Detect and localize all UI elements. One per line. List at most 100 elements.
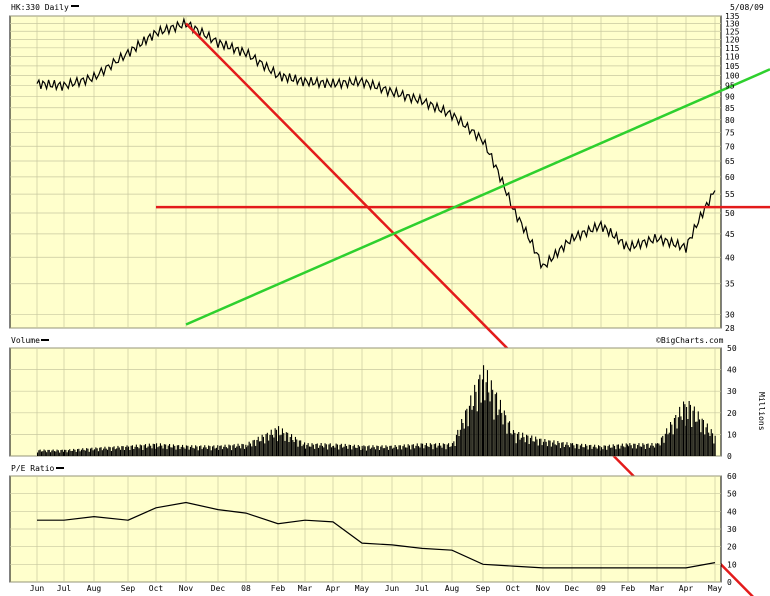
volume-bar <box>608 444 610 456</box>
volume-bar <box>575 443 577 456</box>
volume-bar <box>625 443 627 456</box>
volume-bar <box>162 448 164 456</box>
volume-bar <box>336 444 338 456</box>
volume-bar <box>411 444 413 456</box>
volume-bar <box>449 447 451 456</box>
volume-bar <box>193 448 195 456</box>
volume-bar <box>522 432 524 456</box>
volume-bar <box>141 445 143 456</box>
price-tick-label: 120 <box>725 35 740 44</box>
volume-bar <box>274 428 276 456</box>
price-tick-label: 45 <box>725 230 735 239</box>
volume-bar <box>633 443 635 456</box>
volume-bar <box>713 443 715 456</box>
volume-bar <box>121 446 123 456</box>
volume-bar <box>577 444 579 456</box>
volume-bar <box>536 439 538 456</box>
volume-bar <box>437 445 439 456</box>
volume-bar <box>261 434 263 456</box>
price-tick-label: 35 <box>725 280 735 289</box>
volume-bar <box>134 446 136 456</box>
volume-bar <box>40 451 42 456</box>
price-tick-label: 90 <box>725 92 735 101</box>
volume-bar <box>574 448 576 456</box>
volume-bar <box>234 447 236 456</box>
volume-bar <box>553 440 555 456</box>
volume-bar <box>461 419 463 456</box>
volume-bar <box>51 450 53 456</box>
volume-bar <box>246 447 248 456</box>
volume-bar <box>231 450 233 456</box>
volume-bar <box>42 451 44 456</box>
volume-bar <box>666 428 668 456</box>
volume-bar <box>493 419 495 456</box>
volume-bar <box>596 448 598 456</box>
x-tick-label: Feb <box>271 584 286 593</box>
volume-bar <box>559 448 561 456</box>
x-tick-label: Dec <box>211 584 226 593</box>
volume-bar <box>161 445 163 456</box>
volume-bar <box>488 392 490 456</box>
volume-bar <box>97 451 99 456</box>
volume-bar <box>338 449 340 456</box>
volume-bar <box>405 447 407 456</box>
volume-tick-label: 50 <box>727 344 737 353</box>
volume-bar <box>556 445 558 456</box>
volume-bar <box>663 442 665 456</box>
volume-bar <box>74 449 76 456</box>
volume-bar <box>252 440 254 456</box>
volume-bar <box>86 448 88 456</box>
volume-bar <box>260 441 262 456</box>
volume-bar <box>273 437 275 456</box>
volume-bar <box>105 448 107 456</box>
pe-y-axis: 60 50 40 30 20 10 0 <box>727 472 737 587</box>
pe-title: P/E Ratio <box>11 464 55 473</box>
volume-bar <box>494 394 496 456</box>
volume-bar <box>275 429 277 456</box>
volume-bar <box>492 389 494 456</box>
volume-bar <box>236 446 238 456</box>
volume-bar <box>388 449 390 456</box>
volume-bar <box>392 448 394 456</box>
volume-bar <box>620 445 622 456</box>
volume-bar <box>401 449 403 456</box>
volume-bar <box>423 448 425 456</box>
volume-bar <box>425 443 427 456</box>
pe-tick-label: 20 <box>727 543 737 552</box>
volume-bar <box>99 447 101 456</box>
volume-bar <box>179 449 181 456</box>
volume-bar <box>506 433 508 456</box>
volume-bar <box>637 445 639 456</box>
volume-bar <box>695 421 697 456</box>
price-tick-label: 40 <box>725 253 735 262</box>
volume-bar <box>516 433 518 456</box>
volume-bar <box>651 443 653 456</box>
volume-bar <box>546 446 548 456</box>
volume-bar <box>472 406 474 456</box>
volume-bar <box>476 411 478 456</box>
volume-bar <box>641 446 643 456</box>
pe-tick-label: 40 <box>727 507 737 516</box>
volume-bar <box>44 450 46 456</box>
volume-bar <box>623 446 625 456</box>
volume-bar <box>37 452 39 456</box>
volume-bar <box>79 451 81 456</box>
volume-bar <box>658 443 660 456</box>
volume-bar <box>375 449 377 456</box>
volume-bar <box>59 452 61 456</box>
volume-bar <box>709 435 711 456</box>
volume-bar <box>606 449 608 456</box>
volume-bar <box>563 447 565 456</box>
volume-bar <box>668 432 670 456</box>
volume-bar <box>486 370 488 456</box>
volume-bar <box>406 447 408 456</box>
volume-bar <box>66 452 68 456</box>
volume-tick-label: 0 <box>727 452 732 461</box>
volume-bar <box>128 446 130 456</box>
volume-bar <box>480 402 482 456</box>
volume-bar <box>278 426 280 456</box>
volume-bar <box>167 445 169 456</box>
volume-bar <box>403 444 405 456</box>
volume-bar <box>679 406 681 456</box>
price-tick-label: 95 <box>725 82 735 91</box>
